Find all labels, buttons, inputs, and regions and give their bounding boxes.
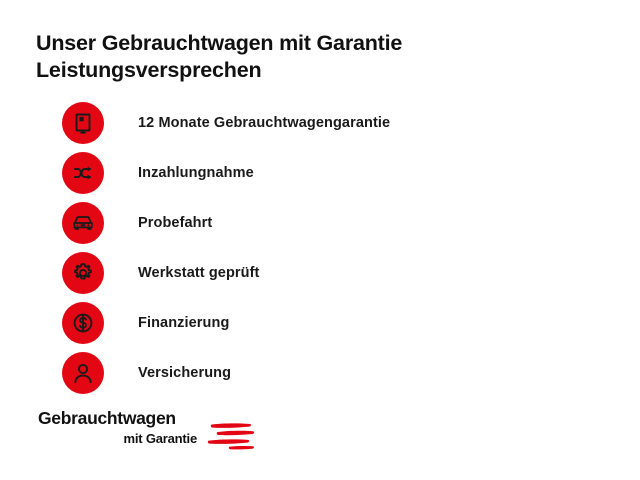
person-icon (71, 361, 95, 385)
feature-badge (62, 202, 104, 244)
feature-label: Finanzierung (138, 315, 230, 331)
page-title-line-2: Leistungsversprechen (36, 58, 262, 83)
brand-logo-text: Gebrauchtwagen mit Garantie (38, 408, 198, 446)
feature-label: Inzahlungnahme (138, 165, 254, 181)
feature-label: 12 Monate Gebrauchtwagengarantie (138, 115, 391, 131)
list-item: Finanzierung (62, 298, 602, 348)
feature-list: 12 Monate Gebrauchtwagengarantie Inzahlu… (62, 98, 602, 398)
list-item: Inzahlungnahme (62, 148, 602, 198)
gear-icon (71, 261, 95, 285)
dollar-sign-icon (71, 311, 95, 335)
shuffle-arrows-icon (71, 161, 95, 185)
feature-label: Werkstatt geprüft (138, 265, 260, 281)
brand-logo: Gebrauchtwagen mit Garantie (38, 408, 268, 458)
page-title-line-1: Unser Gebrauchtwagen mit Garantie (36, 31, 403, 55)
certificate-document-icon (71, 111, 95, 135)
feature-badge (62, 302, 104, 344)
list-item: Werkstatt geprüft (62, 248, 602, 298)
brand-logo-primary: Gebrauchtwagen (38, 408, 176, 428)
feature-badge (62, 352, 104, 394)
feature-label: Versicherung (138, 365, 232, 381)
feature-badge (62, 102, 104, 144)
page-title: Unser Gebrauchtwagen mit Garantie Leistu… (36, 30, 596, 84)
feature-badge (62, 252, 104, 294)
list-item: Probefahrt (62, 198, 602, 248)
red-brush-strokes-mark (206, 422, 262, 452)
list-item: Versicherung (62, 348, 602, 398)
feature-label: Probefahrt (138, 215, 213, 231)
car-front-icon (71, 211, 95, 235)
brand-logo-secondary: mit Garantie (123, 430, 198, 446)
list-item: 12 Monate Gebrauchtwagengarantie (62, 98, 602, 148)
feature-badge (62, 152, 104, 194)
